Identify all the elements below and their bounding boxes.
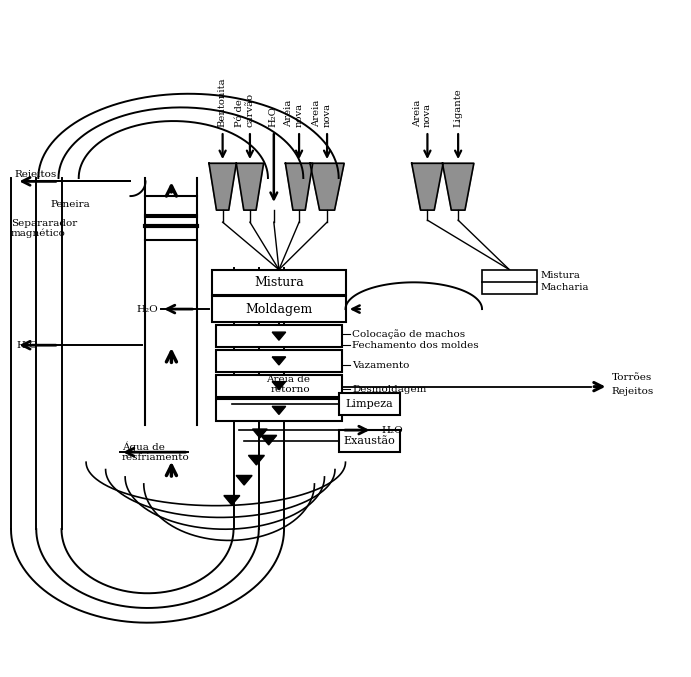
Text: Areia
nova: Areia nova	[413, 99, 431, 127]
Polygon shape	[412, 163, 443, 210]
Polygon shape	[272, 382, 285, 390]
Polygon shape	[272, 357, 285, 365]
Polygon shape	[236, 475, 252, 485]
Text: Rejeitos: Rejeitos	[15, 170, 57, 179]
Bar	[212, 297, 346, 322]
Text: Água de
resfriamento: Água de resfriamento	[122, 442, 189, 462]
Text: H₂O: H₂O	[17, 341, 38, 350]
Bar	[216, 374, 342, 397]
Text: Areia
nova: Areia nova	[312, 99, 331, 127]
Text: Peneira: Peneira	[50, 200, 91, 209]
Bar	[216, 399, 342, 421]
Text: Vazamento: Vazamento	[352, 361, 410, 370]
Bar	[482, 269, 537, 294]
Text: Areia de
retorno: Areia de retorno	[266, 375, 310, 394]
Text: Mistura: Mistura	[541, 271, 580, 280]
Polygon shape	[272, 332, 285, 341]
Text: Macharia: Macharia	[541, 283, 589, 292]
Text: Rejeitos: Rejeitos	[612, 387, 654, 396]
Polygon shape	[252, 429, 267, 438]
Text: Separarador
magnético: Separarador magnético	[11, 219, 77, 238]
Bar	[339, 393, 400, 416]
Text: H₂O: H₂O	[137, 305, 158, 313]
Polygon shape	[261, 435, 276, 445]
Polygon shape	[272, 406, 285, 414]
Text: H₂O: H₂O	[269, 106, 278, 127]
Polygon shape	[285, 163, 313, 210]
Text: Bentonita: Bentonita	[218, 77, 227, 127]
Bar	[216, 350, 342, 372]
Text: Moldagem: Moldagem	[245, 303, 312, 315]
Bar	[216, 325, 342, 347]
Text: Limpeza: Limpeza	[346, 399, 393, 410]
Text: Exaustão: Exaustão	[343, 436, 395, 446]
Text: Desmoldagem: Desmoldagem	[352, 385, 427, 394]
Polygon shape	[442, 163, 474, 210]
Bar	[212, 269, 346, 295]
Bar	[339, 430, 400, 452]
Text: Ligante: Ligante	[453, 88, 462, 127]
Polygon shape	[224, 496, 240, 505]
Text: Fechamento dos moldes: Fechamento dos moldes	[352, 341, 479, 350]
Polygon shape	[236, 163, 263, 210]
Bar	[146, 196, 198, 215]
Bar	[146, 217, 198, 240]
Polygon shape	[209, 163, 236, 210]
Polygon shape	[310, 163, 344, 210]
Text: Mistura: Mistura	[254, 276, 304, 289]
Text: Colocação de machos: Colocação de machos	[352, 329, 466, 338]
Text: Torrões: Torrões	[612, 373, 652, 382]
Text: Pó de
carvão: Pó de carvão	[236, 92, 254, 127]
Polygon shape	[249, 456, 265, 465]
Text: H₂O: H₂O	[381, 426, 403, 435]
Text: Areia
nova: Areia nova	[285, 99, 303, 127]
